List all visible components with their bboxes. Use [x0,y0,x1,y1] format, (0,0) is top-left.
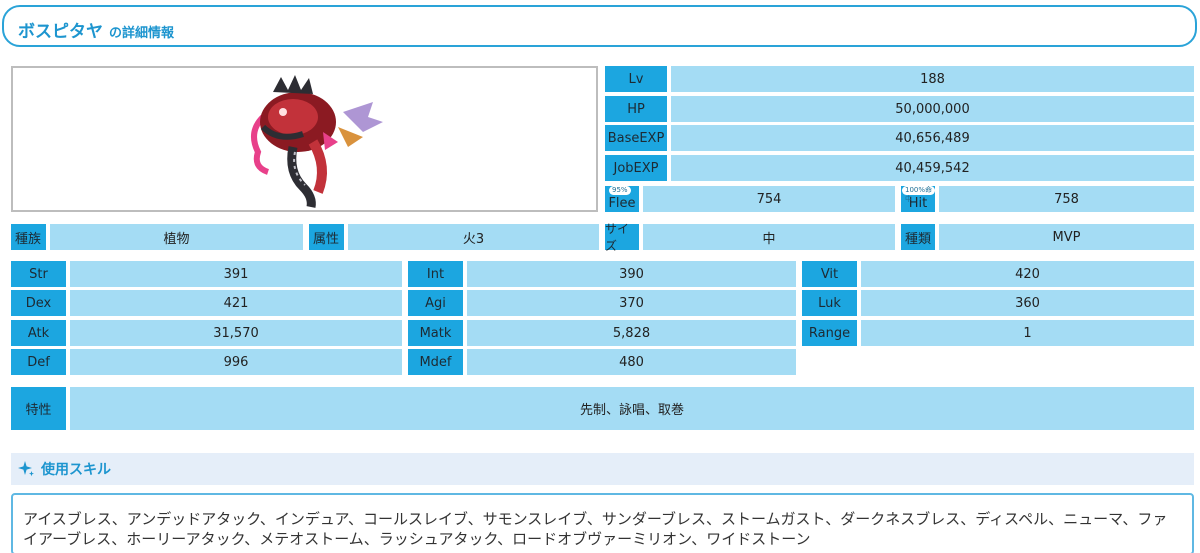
int-value: 390 [467,261,796,287]
size-label: サイズ [605,222,639,253]
race-value: 植物 [50,224,303,250]
hit-label: 100%命中 Hit [901,186,935,212]
mdef-value: 480 [467,349,796,375]
monster-name: ボスピタヤ [18,22,103,42]
matk-value: 5,828 [467,320,796,346]
title-suffix: の詳細情報 [109,26,175,41]
skills-list: アイスブレス、アンデッドアタック、インデュア、コールスレイブ、サモンスレイブ、サ… [11,493,1194,553]
def-value: 996 [70,349,402,375]
str-label: Str [11,261,66,287]
vit-value: 420 [861,261,1194,287]
stat-value-lv: 188 [671,66,1194,92]
str-value: 391 [70,261,402,287]
mdef-label: Mdef [408,349,463,375]
vit-label: Vit [802,261,857,287]
flee-value: 754 [643,186,895,212]
agi-value: 370 [467,290,796,316]
flee-label-text: Flee [608,196,636,211]
traits-value: 先制、詠唱、取巻 [70,387,1194,430]
monster-image [11,66,598,212]
element-value: 火3 [348,224,599,250]
monster-sprite-icon [251,75,383,208]
stat-value-jobexp: 40,459,542 [671,155,1194,181]
sparkle-icon [18,461,34,477]
type-value: MVP [939,224,1194,250]
flee-rate-badge: 95% [609,186,631,195]
stat-value-baseexp: 40,656,489 [671,125,1194,151]
stat-label-lv: Lv [605,66,667,92]
hit-value: 758 [939,186,1194,212]
stat-value-hp: 50,000,000 [671,96,1194,122]
int-label: Int [408,261,463,287]
skills-header: 使用スキル [11,453,1194,485]
page-title: ボスピタヤ の詳細情報 [2,5,1197,47]
matk-label: Matk [408,320,463,346]
hit-rate-badge: 100%命中 [902,186,935,203]
race-label: 種族 [11,224,46,250]
def-label: Def [11,349,66,375]
atk-value: 31,570 [70,320,402,346]
range-label: Range [802,320,857,346]
dex-value: 421 [70,290,402,316]
dex-label: Dex [11,290,66,316]
stat-label-baseexp: BaseEXP [605,125,667,151]
stat-label-jobexp: JobEXP [605,155,667,181]
agi-label: Agi [408,290,463,316]
element-label: 属性 [309,224,344,250]
type-label: 種類 [901,224,935,250]
traits-label: 特性 [11,387,66,430]
stat-label-hp: HP [605,96,667,122]
atk-label: Atk [11,320,66,346]
range-value: 1 [861,320,1194,346]
luk-label: Luk [802,290,857,316]
skills-title: 使用スキル [41,462,111,478]
hit-label-text: Hit [908,196,928,211]
flee-label: 95% Flee [605,186,639,212]
size-value: 中 [643,224,895,250]
luk-value: 360 [861,290,1194,316]
